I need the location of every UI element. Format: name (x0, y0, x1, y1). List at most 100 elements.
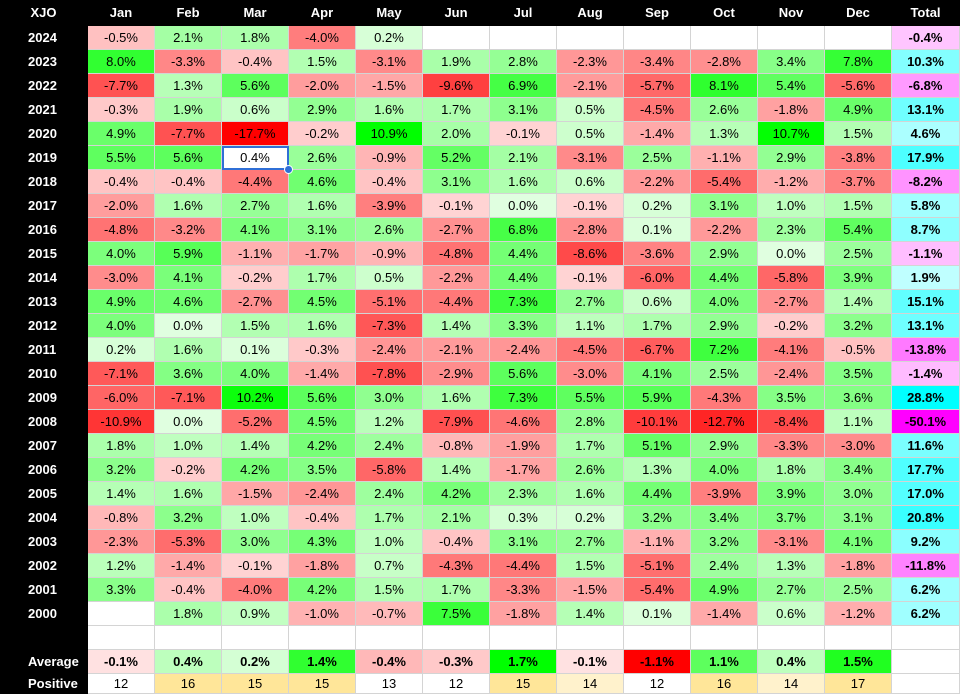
return-cell[interactable]: 1.2% (88, 554, 155, 578)
empty-cell[interactable] (825, 626, 892, 650)
return-cell[interactable]: -3.0% (825, 434, 892, 458)
return-cell[interactable]: 5.5% (88, 146, 155, 170)
return-cell[interactable]: -0.1% (557, 266, 624, 290)
return-cell[interactable]: 5.4% (825, 218, 892, 242)
empty-cell[interactable] (892, 626, 960, 650)
return-cell[interactable]: 7.3% (490, 386, 557, 410)
average-cell[interactable]: 1.5% (825, 650, 892, 674)
return-cell[interactable] (624, 26, 691, 50)
return-cell[interactable] (825, 26, 892, 50)
return-cell[interactable]: 1.7% (624, 314, 691, 338)
return-cell[interactable]: 2.8% (490, 50, 557, 74)
return-cell[interactable]: 4.0% (691, 458, 758, 482)
return-cell[interactable]: 2.9% (289, 98, 356, 122)
return-cell[interactable]: 2.9% (691, 242, 758, 266)
return-cell[interactable]: -1.2% (758, 170, 825, 194)
return-cell[interactable]: -1.7% (289, 242, 356, 266)
return-cell[interactable]: 3.3% (490, 314, 557, 338)
return-cell[interactable]: 1.5% (222, 314, 289, 338)
total-cell[interactable]: 17.0% (892, 482, 960, 506)
return-cell[interactable]: -0.1% (490, 122, 557, 146)
return-cell[interactable]: 4.6% (155, 290, 222, 314)
return-cell[interactable]: -5.3% (155, 530, 222, 554)
return-cell[interactable]: 5.4% (758, 74, 825, 98)
return-cell[interactable]: 4.5% (289, 410, 356, 434)
empty-cell[interactable] (356, 626, 423, 650)
return-cell[interactable]: 2.9% (758, 146, 825, 170)
return-cell[interactable]: 2.7% (758, 578, 825, 602)
column-header-aug[interactable]: Aug (557, 0, 624, 26)
return-cell[interactable]: 6.8% (490, 218, 557, 242)
return-cell[interactable]: 2.3% (758, 218, 825, 242)
return-cell[interactable]: -9.6% (423, 74, 490, 98)
return-cell[interactable]: -1.9% (490, 434, 557, 458)
return-cell[interactable]: 2.7% (557, 530, 624, 554)
return-cell[interactable]: 3.4% (825, 458, 892, 482)
empty-cell[interactable] (490, 626, 557, 650)
return-cell[interactable]: -2.9% (423, 362, 490, 386)
return-cell[interactable]: -0.5% (88, 26, 155, 50)
return-cell[interactable]: 2.1% (423, 506, 490, 530)
return-cell[interactable]: 2.0% (423, 122, 490, 146)
return-cell[interactable]: -0.4% (289, 506, 356, 530)
return-cell[interactable]: 1.6% (423, 386, 490, 410)
total-cell[interactable]: 17.9% (892, 146, 960, 170)
return-cell[interactable]: 3.5% (825, 362, 892, 386)
return-cell[interactable]: 1.0% (155, 434, 222, 458)
return-cell[interactable]: 0.0% (155, 410, 222, 434)
average-cell[interactable]: 0.2% (222, 650, 289, 674)
return-cell[interactable]: -0.1% (423, 194, 490, 218)
average-cell[interactable]: -0.3% (423, 650, 490, 674)
column-header-jul[interactable]: Jul (490, 0, 557, 26)
return-cell[interactable] (490, 26, 557, 50)
return-cell[interactable]: 3.6% (155, 362, 222, 386)
return-cell[interactable]: 2.4% (691, 554, 758, 578)
return-cell[interactable]: -5.8% (758, 266, 825, 290)
return-cell[interactable]: 4.2% (222, 458, 289, 482)
return-cell[interactable]: -2.0% (289, 74, 356, 98)
return-cell[interactable]: -7.7% (88, 74, 155, 98)
return-cell[interactable]: -0.4% (222, 50, 289, 74)
return-cell[interactable]: -10.1% (624, 410, 691, 434)
empty-cell[interactable] (289, 626, 356, 650)
return-cell[interactable]: 1.2% (356, 410, 423, 434)
return-cell[interactable]: -1.8% (289, 554, 356, 578)
total-cell[interactable]: 20.8% (892, 506, 960, 530)
return-cell[interactable]: 5.2% (423, 146, 490, 170)
total-cell[interactable]: 8.7% (892, 218, 960, 242)
empty-cell[interactable] (557, 626, 624, 650)
empty-cell[interactable] (892, 650, 960, 674)
return-cell[interactable]: -2.7% (758, 290, 825, 314)
return-cell[interactable]: 0.0% (758, 242, 825, 266)
average-cell[interactable]: 1.1% (691, 650, 758, 674)
return-cell[interactable]: -7.1% (88, 362, 155, 386)
return-cell[interactable]: 4.0% (88, 314, 155, 338)
return-cell[interactable]: 0.2% (88, 338, 155, 362)
return-cell[interactable]: -2.3% (88, 530, 155, 554)
empty-cell[interactable] (892, 674, 960, 694)
return-cell[interactable]: -4.0% (222, 578, 289, 602)
return-cell[interactable]: 1.5% (557, 554, 624, 578)
return-cell[interactable]: -3.1% (557, 146, 624, 170)
return-cell[interactable]: 4.1% (825, 530, 892, 554)
return-cell[interactable]: 5.1% (624, 434, 691, 458)
average-cell[interactable]: -0.1% (557, 650, 624, 674)
empty-cell[interactable] (758, 626, 825, 650)
return-cell[interactable]: 1.5% (289, 50, 356, 74)
total-cell[interactable]: -0.4% (892, 26, 960, 50)
total-cell[interactable]: 5.8% (892, 194, 960, 218)
column-header-apr[interactable]: Apr (289, 0, 356, 26)
return-cell[interactable]: -0.4% (155, 578, 222, 602)
return-cell[interactable]: -3.2% (155, 218, 222, 242)
return-cell[interactable]: 7.3% (490, 290, 557, 314)
return-cell[interactable]: 2.1% (155, 26, 222, 50)
return-cell[interactable]: -6.0% (88, 386, 155, 410)
return-cell[interactable]: -4.4% (423, 290, 490, 314)
return-cell[interactable]: 3.1% (289, 218, 356, 242)
return-cell[interactable]: 1.0% (356, 530, 423, 554)
return-cell[interactable]: -5.4% (624, 578, 691, 602)
return-cell[interactable]: -0.2% (758, 314, 825, 338)
return-cell[interactable]: -2.3% (557, 50, 624, 74)
return-cell[interactable]: -6.0% (624, 266, 691, 290)
return-cell[interactable]: 0.9% (222, 602, 289, 626)
